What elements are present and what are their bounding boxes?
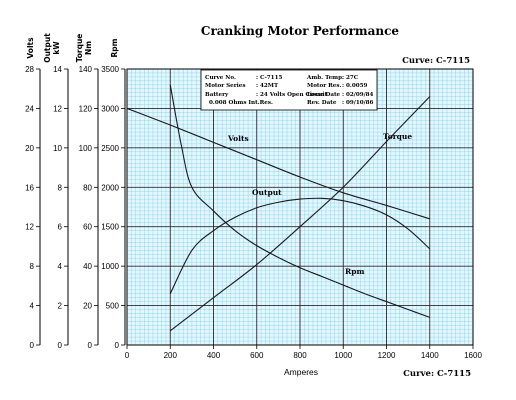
info-box-cell: : 42MT bbox=[256, 83, 279, 89]
y-tick-label-output-kw: 6 bbox=[58, 223, 63, 232]
labels: Volts Torque Output Rpm bbox=[227, 132, 412, 276]
info-box-cell: 0.008 Ohms Int.Res. bbox=[209, 100, 273, 106]
y-tick-label-torque-nm: 140 bbox=[79, 65, 93, 74]
x-tick-label: 1600 bbox=[464, 351, 482, 360]
y-tick-label-volts: 20 bbox=[25, 144, 34, 153]
info-box-cell: : C-7115 bbox=[256, 75, 282, 81]
y-tick-label-volts: 24 bbox=[25, 104, 34, 113]
series-label-output: Output bbox=[252, 188, 282, 197]
y-tick-label-volts: 4 bbox=[30, 302, 35, 311]
y-tick-label-torque-nm: 120 bbox=[79, 104, 93, 113]
x-tick-label: 800 bbox=[293, 351, 307, 360]
curve-label-bottom: Curve: C-7115 bbox=[403, 369, 471, 379]
x-tick-label: 1000 bbox=[334, 351, 352, 360]
y-tick-label-rpm: 2500 bbox=[101, 144, 119, 153]
x-tick-label: 600 bbox=[250, 351, 264, 360]
y-tick-label-torque-nm: 80 bbox=[83, 183, 92, 192]
y-axis-title-output-kw: kW bbox=[52, 41, 61, 55]
x-tick-label: 0 bbox=[125, 351, 130, 360]
curve-label-top: Curve: C-7115 bbox=[402, 56, 470, 66]
y-tick-label-output-kw: 4 bbox=[58, 262, 63, 271]
info-box-cell: Motor Series bbox=[205, 83, 246, 89]
info-box-cell: : 09/10/86 bbox=[342, 100, 374, 106]
info-box-cell: : 0.0059 bbox=[342, 83, 368, 89]
series-line-volts bbox=[126, 107, 430, 220]
y-axis-title-torque-nm: Nm bbox=[84, 41, 93, 55]
info-box: Curve No. : C-7115 Amb. Temp.: 27C Motor Se… bbox=[200, 69, 378, 111]
series-label-rpm: Rpm bbox=[345, 267, 364, 276]
info-box-cell: Issue Date bbox=[307, 92, 341, 98]
y-tick-label-output-kw: 0 bbox=[58, 341, 63, 350]
y-axis-title-output-kw: Output bbox=[43, 33, 52, 63]
y-tick-label-rpm: 0 bbox=[115, 341, 120, 350]
info-box-cell: Rev. Date bbox=[307, 100, 337, 106]
y-axis-title-torque-nm: Torque bbox=[75, 34, 84, 63]
y-axis-title-rpm: Rpm bbox=[110, 38, 119, 57]
y-tick-label-rpm: 3000 bbox=[101, 104, 119, 113]
y-tick-label-torque-nm: 100 bbox=[79, 144, 93, 153]
axes: 0 200 400 600 800 1000 1200 1400 160004812162024… bbox=[25, 33, 482, 360]
y-tick-label-output-kw: 12 bbox=[53, 104, 62, 113]
info-box-frame bbox=[200, 69, 378, 111]
y-tick-label-output-kw: 2 bbox=[58, 302, 63, 311]
y-tick-label-torque-nm: 60 bbox=[83, 223, 92, 232]
y-tick-label-rpm: 2000 bbox=[101, 183, 119, 192]
info-box-cell: Motor Res. bbox=[307, 83, 341, 89]
y-tick-label-volts: 16 bbox=[25, 183, 34, 192]
y-tick-label-volts: 8 bbox=[30, 262, 35, 271]
curves bbox=[126, 84, 431, 332]
y-tick-label-torque-nm: 20 bbox=[83, 302, 92, 311]
y-tick-label-rpm: 1500 bbox=[101, 223, 119, 232]
series-label-torque: Torque bbox=[383, 132, 412, 141]
x-tick-label: 200 bbox=[164, 351, 178, 360]
info-box-cell: : 24 Volts Open Circuit bbox=[256, 92, 328, 98]
info-box-cell: : 27C bbox=[342, 75, 359, 81]
series-line-rpm bbox=[169, 84, 430, 318]
y-tick-label-volts: 28 bbox=[25, 65, 34, 74]
series-line-output bbox=[169, 197, 431, 294]
y-tick-label-rpm: 1000 bbox=[101, 262, 119, 271]
y-tick-label-volts: 12 bbox=[25, 223, 34, 232]
x-tick-label: 1400 bbox=[421, 351, 439, 360]
y-axis-title-volts: Volts bbox=[26, 37, 35, 59]
x-tick-label: 400 bbox=[207, 351, 221, 360]
x-tick-label: 1200 bbox=[378, 351, 396, 360]
series-line-torque bbox=[169, 96, 431, 332]
y-tick-label-rpm: 3500 bbox=[101, 65, 119, 74]
chart-title: Cranking Motor Performance bbox=[201, 24, 400, 38]
y-tick-label-output-kw: 14 bbox=[53, 65, 62, 74]
info-box-cell: Curve No. bbox=[205, 75, 236, 81]
y-tick-label-torque-nm: 40 bbox=[83, 262, 92, 271]
info-box-cell: Amb. Temp. bbox=[306, 75, 344, 81]
y-tick-label-rpm: 500 bbox=[106, 302, 120, 311]
y-tick-label-volts: 0 bbox=[30, 341, 35, 350]
info-box-cell: : 02/09/84 bbox=[342, 92, 374, 98]
x-axis-title: Amperes bbox=[284, 367, 318, 377]
y-tick-label-output-kw: 10 bbox=[53, 144, 62, 153]
y-tick-label-torque-nm: 0 bbox=[88, 341, 93, 350]
y-tick-label-output-kw: 8 bbox=[58, 183, 63, 192]
info-box-cell: Battery bbox=[205, 92, 229, 98]
series-label-volts: Volts bbox=[227, 134, 249, 143]
